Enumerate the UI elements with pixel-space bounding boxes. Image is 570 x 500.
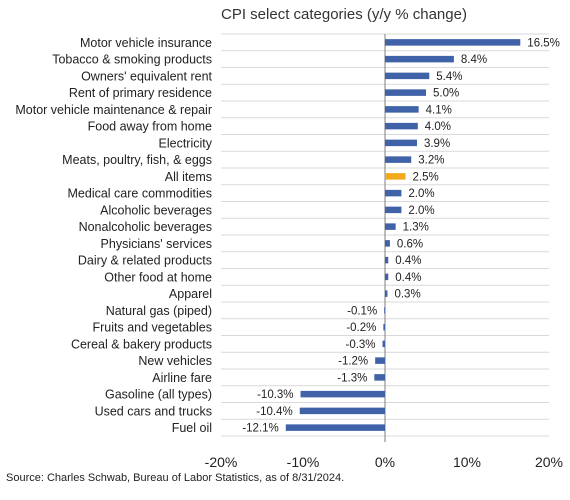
x-tick-label: 10%: [453, 454, 481, 470]
category-label: Fruits and vegetables: [92, 321, 212, 335]
category-label: Used cars and trucks: [95, 404, 212, 418]
data-label: 5.0%: [433, 88, 459, 100]
category-label: Natural gas (piped): [106, 304, 212, 318]
category-label: Fuel oil: [172, 421, 212, 435]
data-label: 2.0%: [408, 188, 434, 200]
category-label: Meats, poultry, fish, & eggs: [62, 153, 212, 167]
data-label: 3.9%: [424, 138, 450, 150]
category-label: New vehicles: [138, 354, 212, 368]
category-label: Apparel: [169, 287, 212, 301]
category-label: Food away from home: [88, 120, 212, 134]
data-label: 0.3%: [394, 289, 420, 301]
bar: [385, 189, 402, 197]
bar: [384, 307, 386, 314]
category-label: Rent of primary residence: [69, 86, 212, 100]
bar: [385, 55, 454, 63]
data-label: 16.5%: [527, 37, 560, 49]
chart-title: CPI select categories (y/y % change): [221, 6, 467, 23]
data-label: -1.3%: [337, 372, 367, 384]
category-label: Physicians' services: [101, 237, 212, 251]
category-label: Alcoholic beverages: [100, 203, 212, 217]
category-label: Cereal & bakery products: [71, 337, 212, 351]
data-label: 2.0%: [408, 205, 434, 217]
bar: [385, 240, 390, 247]
bar: [385, 290, 388, 297]
bar: [385, 273, 389, 281]
bar: [385, 139, 417, 147]
category-label: Dairy & related products: [78, 254, 212, 268]
category-label: All items: [165, 170, 212, 184]
category-label: Tobacco & smoking products: [52, 53, 212, 67]
category-label: Other food at home: [104, 270, 212, 284]
data-label: 4.1%: [426, 104, 452, 116]
bar: [385, 223, 396, 230]
bar: [385, 89, 426, 96]
bar: [383, 323, 385, 331]
bar: [299, 407, 385, 415]
data-label: 0.4%: [395, 255, 421, 267]
x-tick-label: -10%: [287, 454, 320, 470]
bar: [374, 374, 385, 381]
data-label: 3.2%: [418, 155, 444, 167]
data-label: 0.6%: [397, 238, 423, 250]
data-label: 8.4%: [461, 54, 487, 66]
category-label: Electricity: [159, 136, 213, 150]
bar: [285, 424, 385, 431]
x-tick-label: -20%: [205, 454, 238, 470]
data-label: -1.2%: [338, 356, 368, 368]
category-label: Nonalcoholic beverages: [79, 220, 212, 234]
data-label: -10.3%: [257, 389, 293, 401]
bar: [385, 256, 389, 264]
bar: [385, 206, 402, 214]
data-label: -0.3%: [345, 339, 375, 351]
bar: [385, 173, 406, 180]
category-label: Owners' equivalent rent: [81, 69, 212, 83]
bar: [385, 72, 430, 80]
category-label: Medical care commodities: [68, 187, 213, 201]
bar: [385, 122, 418, 130]
category-label: Motor vehicle insurance: [80, 36, 212, 50]
category-label: Airline fare: [152, 371, 212, 385]
bar: [382, 340, 385, 348]
bar: [385, 39, 521, 46]
data-label: 2.5%: [413, 171, 439, 183]
x-tick-label: 0%: [375, 454, 395, 470]
data-label: 0.4%: [395, 272, 421, 284]
bar: [385, 106, 419, 113]
bar: [385, 156, 412, 163]
category-label: Gasoline (all types): [105, 388, 212, 402]
x-tick-label: 20%: [535, 454, 563, 470]
source-note: Source: Charles Schwab, Bureau of Labor …: [6, 472, 345, 484]
category-label: Motor vehicle maintenance & repair: [15, 103, 212, 117]
bar: [375, 357, 385, 364]
data-label: 5.4%: [436, 71, 462, 83]
data-label: 1.3%: [403, 222, 429, 234]
data-label: -10.4%: [256, 406, 292, 418]
data-label: -0.1%: [347, 305, 377, 317]
data-label: -0.2%: [346, 322, 376, 334]
bar: [300, 390, 385, 398]
data-label: 4.0%: [425, 121, 451, 133]
data-label: -12.1%: [242, 423, 278, 435]
